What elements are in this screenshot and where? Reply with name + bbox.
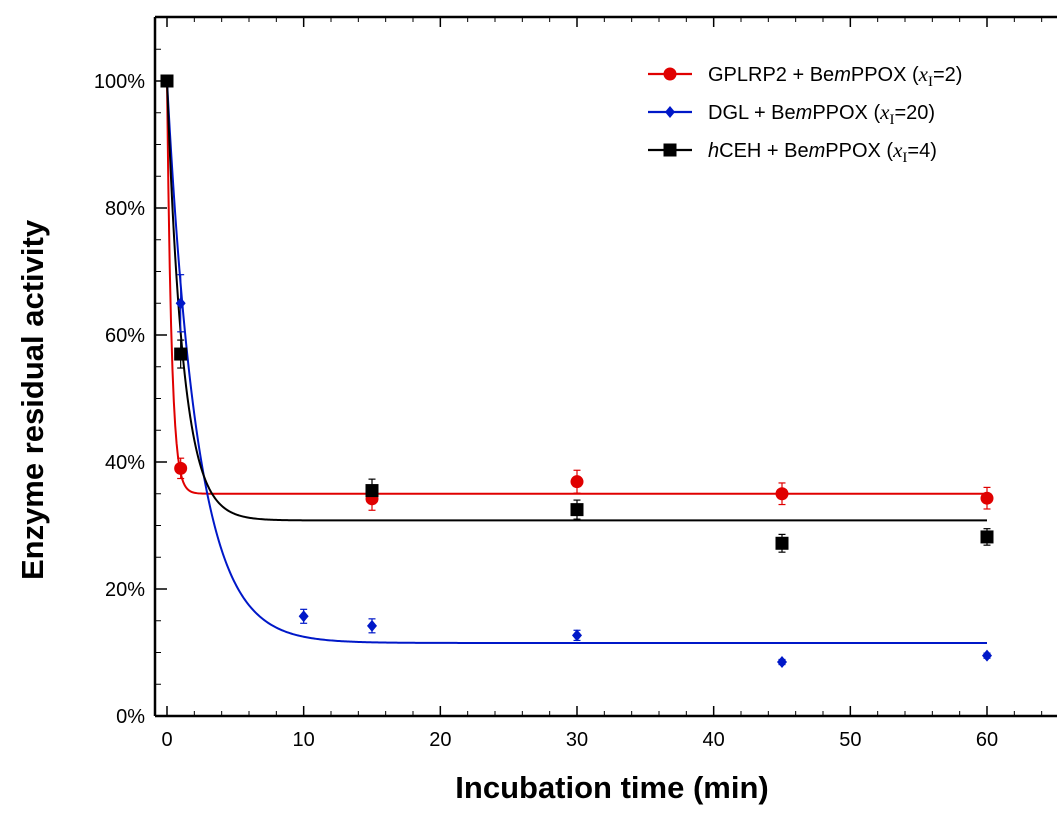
y-tick-label: 100% bbox=[94, 71, 145, 93]
data-point bbox=[775, 536, 789, 550]
x-tick-label: 0 bbox=[161, 729, 172, 751]
data-points bbox=[160, 74, 994, 669]
x-axis-title: Incubation time (min) bbox=[455, 770, 768, 805]
data-point bbox=[570, 475, 584, 489]
y-axis: 0% 20% 40% 60% 80% 100% bbox=[94, 48, 167, 728]
legend-label: DGL + BemPPOX (xI=20) bbox=[708, 100, 935, 128]
data-point bbox=[663, 67, 677, 81]
fit-curve bbox=[166, 80, 987, 644]
legend-label: GPLRP2 + BemPPOX (xI=2) bbox=[708, 62, 962, 90]
data-point bbox=[570, 503, 584, 517]
x-tick-label: 30 bbox=[566, 729, 588, 751]
data-point bbox=[980, 530, 994, 544]
x-tick-label: 20 bbox=[429, 729, 451, 751]
data-point bbox=[298, 610, 309, 623]
x-tick-label: 40 bbox=[703, 729, 725, 751]
data-point bbox=[367, 619, 377, 632]
x-axis: 0 10 20 30 40 50 60 bbox=[161, 17, 1043, 751]
data-point bbox=[663, 143, 677, 157]
data-point bbox=[775, 487, 789, 501]
data-point bbox=[980, 491, 994, 505]
fit-curves bbox=[166, 80, 987, 644]
data-point bbox=[777, 656, 787, 669]
y-tick-label: 20% bbox=[105, 579, 145, 601]
data-point bbox=[160, 74, 174, 88]
x-tick-label: 50 bbox=[839, 729, 861, 751]
data-point bbox=[365, 484, 379, 498]
y-tick-label: 80% bbox=[105, 198, 145, 220]
x-tick-label: 10 bbox=[293, 729, 315, 751]
data-point bbox=[174, 461, 188, 475]
data-point bbox=[982, 649, 992, 662]
data-point bbox=[665, 106, 675, 118]
legend: GPLRP2 + BemPPOX (xI=2) DGL + BemPPOX (xI… bbox=[648, 62, 962, 166]
data-point bbox=[572, 629, 582, 642]
y-tick-label: 60% bbox=[105, 325, 145, 347]
data-point bbox=[175, 297, 186, 310]
y-tick-label: 40% bbox=[105, 452, 145, 474]
fit-curve bbox=[166, 80, 987, 522]
y-tick-label: 0% bbox=[116, 706, 145, 728]
legend-label: hCEH + BemPPOX (xI=4) bbox=[708, 138, 937, 166]
data-point bbox=[174, 347, 188, 361]
fit-curve bbox=[166, 80, 987, 495]
y-axis-title: Enzyme residual activity bbox=[15, 219, 50, 580]
x-tick-label: 60 bbox=[976, 729, 998, 751]
error-bars bbox=[177, 274, 991, 666]
